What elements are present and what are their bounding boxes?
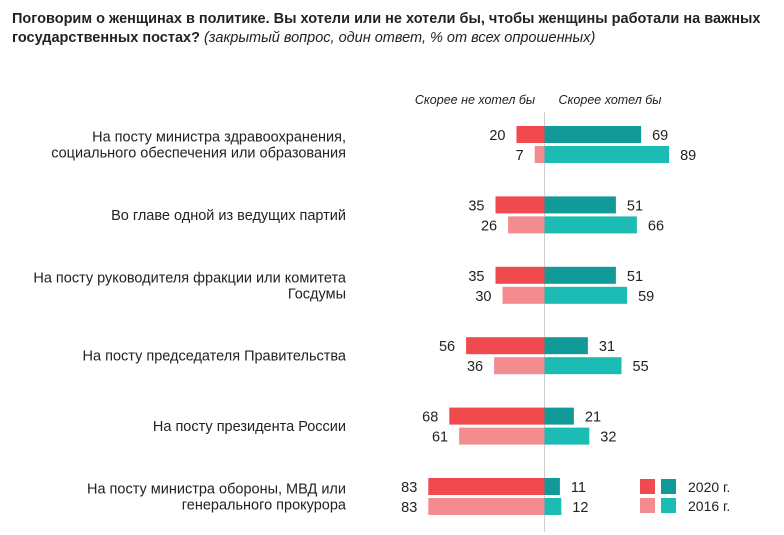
- value-label-positive: 51: [627, 198, 643, 214]
- category-label: На посту руководителя фракции или комите…: [33, 270, 347, 302]
- value-label-negative: 56: [439, 339, 455, 355]
- bar-positive: [544, 357, 622, 375]
- value-label-negative: 68: [422, 410, 438, 426]
- value-label-positive: 59: [638, 289, 654, 305]
- bar-positive: [544, 478, 560, 495]
- value-labels: 20 69 7 89 35 51 26 66 35 51 30 59 56 31 36 55 68 21 61 32 8…: [401, 128, 696, 516]
- value-label-positive: 89: [680, 148, 696, 164]
- chart-title-note: (закрытый вопрос, один ответ, % от всех …: [203, 30, 596, 46]
- category-label: На посту председателя Правительства: [83, 349, 347, 365]
- category-label: На посту министра здравоохранения, социал…: [51, 130, 346, 162]
- bar-negative: [534, 146, 545, 163]
- bar-negative: [495, 196, 545, 214]
- bar-negative: [459, 427, 545, 445]
- category-label-line: На посту министра здравоохранения,: [92, 130, 346, 146]
- category-label-line: На посту председателя Правительства: [83, 349, 347, 365]
- bar-positive: [544, 216, 637, 234]
- value-label-positive: 31: [599, 339, 615, 355]
- bar-negative: [449, 407, 545, 425]
- bar-negative: [495, 266, 545, 284]
- bar-negative: [516, 126, 545, 143]
- bar-positive: [544, 286, 628, 304]
- legend-swatch-positive: [661, 479, 676, 494]
- chart-title-bold: Поговорим о женщинах в политике. Вы хоте…: [12, 11, 761, 46]
- legend-swatch-positive: [661, 498, 676, 513]
- column-header-negative: Скорее не хотел бы: [415, 93, 535, 107]
- bars: [428, 126, 670, 515]
- bar-negative: [428, 478, 545, 495]
- category-labels: На посту министра здравоохранения, социал…: [33, 130, 347, 514]
- value-label-negative: 61: [432, 430, 448, 446]
- category-label-line: Во главе одной из ведущих партий: [111, 208, 346, 224]
- legend-label: 2020 г.: [688, 479, 730, 495]
- value-label-positive: 51: [627, 269, 643, 285]
- value-label-negative: 20: [489, 128, 505, 144]
- bar-positive: [544, 498, 562, 515]
- category-label-line: Госдумы: [288, 286, 346, 302]
- legend-label: 2016 г.: [688, 498, 730, 514]
- bar-negative: [466, 337, 545, 355]
- bar-negative: [502, 286, 545, 304]
- category-label: На посту министра обороны, МВД или генера…: [87, 482, 347, 514]
- category-label-line: На посту министра обороны, МВД или: [87, 482, 346, 498]
- bar-positive: [544, 196, 616, 214]
- bar-negative: [508, 216, 545, 234]
- category-label-line: социального обеспечения или образования: [51, 146, 346, 162]
- value-label-positive: 66: [648, 218, 664, 234]
- value-label-negative: 35: [468, 269, 484, 285]
- column-header-positive: Скорее хотел бы: [559, 93, 662, 107]
- value-label-positive: 32: [600, 430, 616, 446]
- value-label-positive: 69: [652, 128, 668, 144]
- bar-positive: [544, 337, 588, 355]
- legend-swatch-negative: [640, 479, 655, 494]
- chart-title: Поговорим о женщинах в политике. Вы хоте…: [12, 10, 772, 48]
- category-label-line: генерального прокурора: [182, 498, 347, 514]
- value-label-negative: 26: [481, 218, 497, 234]
- category-label-line: На посту руководителя фракции или комите…: [33, 270, 347, 286]
- legend: 2020 г. 2016 г.: [640, 479, 730, 514]
- value-label-negative: 30: [475, 289, 491, 305]
- category-label: На посту президента России: [153, 419, 346, 435]
- value-label-negative: 35: [468, 198, 484, 214]
- bar-positive: [544, 126, 642, 143]
- legend-swatch-negative: [640, 498, 655, 513]
- bar-negative: [494, 357, 545, 375]
- value-label-negative: 36: [467, 359, 483, 375]
- category-label-line: На посту президента России: [153, 419, 346, 435]
- value-label-negative: 83: [401, 480, 417, 496]
- value-label-positive: 12: [572, 500, 588, 516]
- bar-positive: [544, 427, 590, 445]
- bar-negative: [428, 498, 545, 515]
- bar-positive: [544, 407, 574, 425]
- category-label: Во главе одной из ведущих партий: [111, 208, 346, 224]
- value-label-negative: 83: [401, 500, 417, 516]
- bar-positive: [544, 266, 616, 284]
- value-label-positive: 21: [585, 410, 601, 426]
- value-label-positive: 11: [571, 480, 586, 496]
- bar-positive: [544, 146, 670, 163]
- value-label-positive: 55: [633, 359, 649, 375]
- value-label-negative: 7: [516, 148, 524, 164]
